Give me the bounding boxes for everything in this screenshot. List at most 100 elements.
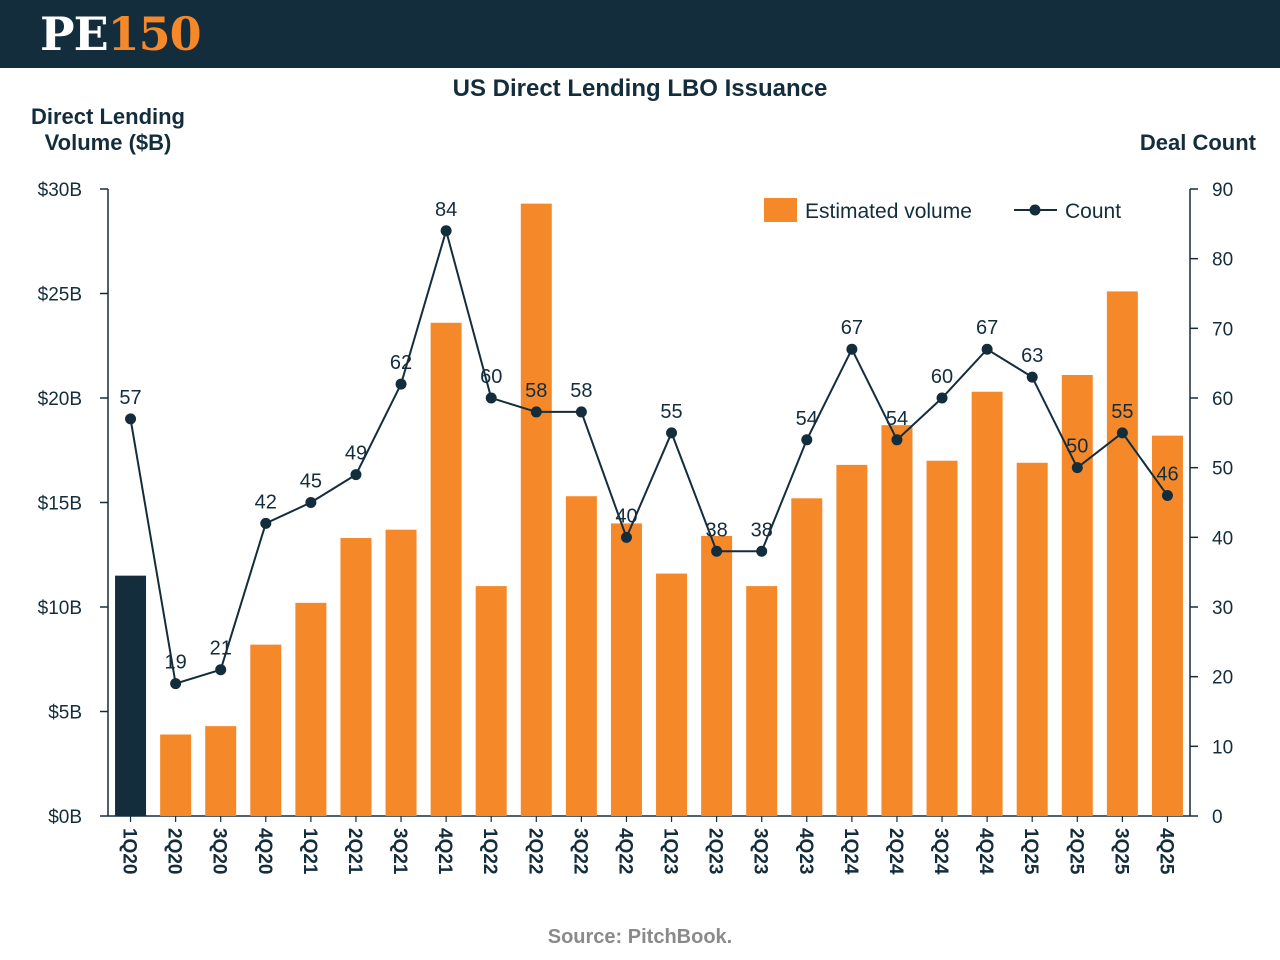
count-point-4Q21 (440, 225, 452, 237)
bar-1Q21 (295, 602, 327, 816)
bar-4Q23 (791, 498, 823, 816)
count-point-4Q25 (1161, 490, 1173, 502)
bar-1Q22 (475, 586, 507, 816)
left-tick-label: $0B (48, 807, 82, 828)
count-point-2Q24 (891, 434, 903, 446)
count-point-1Q20 (125, 413, 137, 425)
bar-3Q21 (385, 529, 417, 816)
count-point-3Q20 (215, 664, 227, 676)
x-tick-label-3Q22: 3Q22 (569, 828, 590, 874)
count-label-2Q21: 49 (345, 443, 367, 465)
x-tick-label-4Q23: 4Q23 (795, 828, 816, 874)
logo-number-text: 150 (107, 7, 202, 61)
count-label-4Q24: 67 (976, 317, 998, 339)
count-point-3Q22 (575, 406, 587, 418)
x-tick-label-2Q25: 2Q25 (1065, 828, 1086, 875)
bar-2Q24 (881, 425, 913, 816)
x-tick-label-1Q22: 1Q22 (479, 828, 500, 874)
x-tick-label-1Q21: 1Q21 (299, 828, 320, 875)
count-point-1Q23 (666, 427, 678, 439)
left-tick-label: $20B (38, 389, 82, 410)
count-point-4Q22 (620, 531, 632, 543)
count-label-1Q20: 57 (119, 387, 141, 409)
count-label-4Q23: 54 (796, 408, 818, 430)
legend-marker-count (1029, 204, 1041, 216)
bar-3Q23 (746, 586, 778, 816)
count-label-1Q22: 60 (480, 366, 502, 388)
x-tick-label-3Q25: 3Q25 (1110, 828, 1131, 875)
count-point-4Q24 (981, 343, 993, 355)
bar-2Q22 (520, 203, 552, 816)
x-tick-label-2Q21: 2Q21 (344, 828, 365, 875)
count-label-1Q21: 45 (300, 471, 322, 493)
x-tick-label-4Q24: 4Q24 (975, 828, 996, 875)
x-tick-label-2Q23: 2Q23 (705, 828, 726, 874)
count-label-3Q21: 62 (390, 352, 412, 374)
x-tick-label-3Q21: 3Q21 (389, 828, 410, 875)
left-tick-label: $10B (38, 598, 82, 619)
pe150-logo: PE150 (40, 6, 202, 62)
left-tick-label: $25B (38, 285, 82, 306)
x-tick-label-3Q23: 3Q23 (750, 828, 771, 874)
right-tick-label: 30 (1212, 598, 1233, 619)
count-point-3Q25 (1116, 427, 1128, 439)
count-point-3Q24 (936, 392, 948, 404)
x-tick-label-1Q25: 1Q25 (1020, 828, 1041, 875)
count-point-4Q20 (260, 517, 272, 529)
count-point-1Q25 (1026, 371, 1038, 383)
bar-4Q24 (971, 391, 1003, 816)
left-tick-label: $15B (38, 494, 82, 515)
right-tick-label: 20 (1212, 668, 1233, 689)
count-point-2Q25 (1071, 462, 1083, 474)
right-axis-title: Deal Count (1139, 130, 1256, 155)
count-point-1Q24 (846, 343, 858, 355)
legend-label-count: Count (1065, 200, 1121, 223)
count-label-4Q25: 46 (1156, 464, 1178, 486)
count-label-2Q20: 19 (165, 652, 187, 674)
count-label-3Q24: 60 (931, 366, 953, 388)
right-tick-label: 10 (1212, 737, 1233, 758)
count-label-1Q23: 55 (660, 401, 682, 423)
x-tick-label-2Q24: 2Q24 (885, 828, 906, 875)
x-tick-label-3Q20: 3Q20 (209, 828, 230, 874)
x-tick-label-2Q22: 2Q22 (524, 828, 545, 874)
count-label-3Q23: 38 (751, 519, 773, 541)
count-point-2Q23 (711, 545, 723, 557)
bar-3Q25 (1106, 291, 1138, 816)
x-tick-label-1Q20: 1Q20 (119, 828, 140, 874)
count-point-3Q21 (395, 378, 407, 390)
source-note: Source: PitchBook. (547, 926, 733, 948)
logo-pe-text: PE (40, 7, 109, 61)
legend-label-volume: Estimated volume (805, 200, 972, 223)
right-tick-label: 90 (1212, 180, 1233, 201)
chart-title: US Direct Lending LBO Issuance (452, 75, 828, 102)
x-tick-label-4Q21: 4Q21 (434, 828, 455, 875)
header-bar: PE150 (0, 0, 1280, 68)
bar-4Q21 (430, 322, 462, 816)
right-tick-label: 60 (1212, 389, 1233, 410)
legend-swatch-volume (764, 198, 797, 222)
x-tick-label-4Q20: 4Q20 (254, 828, 275, 874)
count-label-3Q25: 55 (1111, 401, 1133, 423)
x-tick-label-1Q23: 1Q23 (660, 828, 681, 874)
left-tick-label: $5B (48, 703, 82, 724)
bar-1Q24 (836, 464, 868, 816)
bar-3Q22 (565, 496, 597, 816)
bar-3Q20 (205, 726, 237, 816)
count-point-3Q23 (756, 545, 768, 557)
x-tick-label-3Q24: 3Q24 (930, 828, 951, 875)
left-tick-label: $30B (38, 180, 82, 201)
x-tick-label-4Q22: 4Q22 (614, 828, 635, 874)
bar-2Q20 (160, 734, 192, 816)
count-point-2Q20 (170, 678, 182, 690)
bar-4Q20 (250, 644, 282, 816)
bar-1Q25 (1016, 462, 1048, 816)
count-line (129, 227, 1169, 685)
bar-2Q21 (340, 538, 372, 816)
count-point-2Q21 (350, 469, 362, 481)
count-label-2Q22: 58 (525, 380, 547, 402)
count-point-2Q22 (530, 406, 542, 418)
count-label-1Q25: 63 (1021, 345, 1043, 367)
right-tick-label: 70 (1212, 319, 1233, 340)
